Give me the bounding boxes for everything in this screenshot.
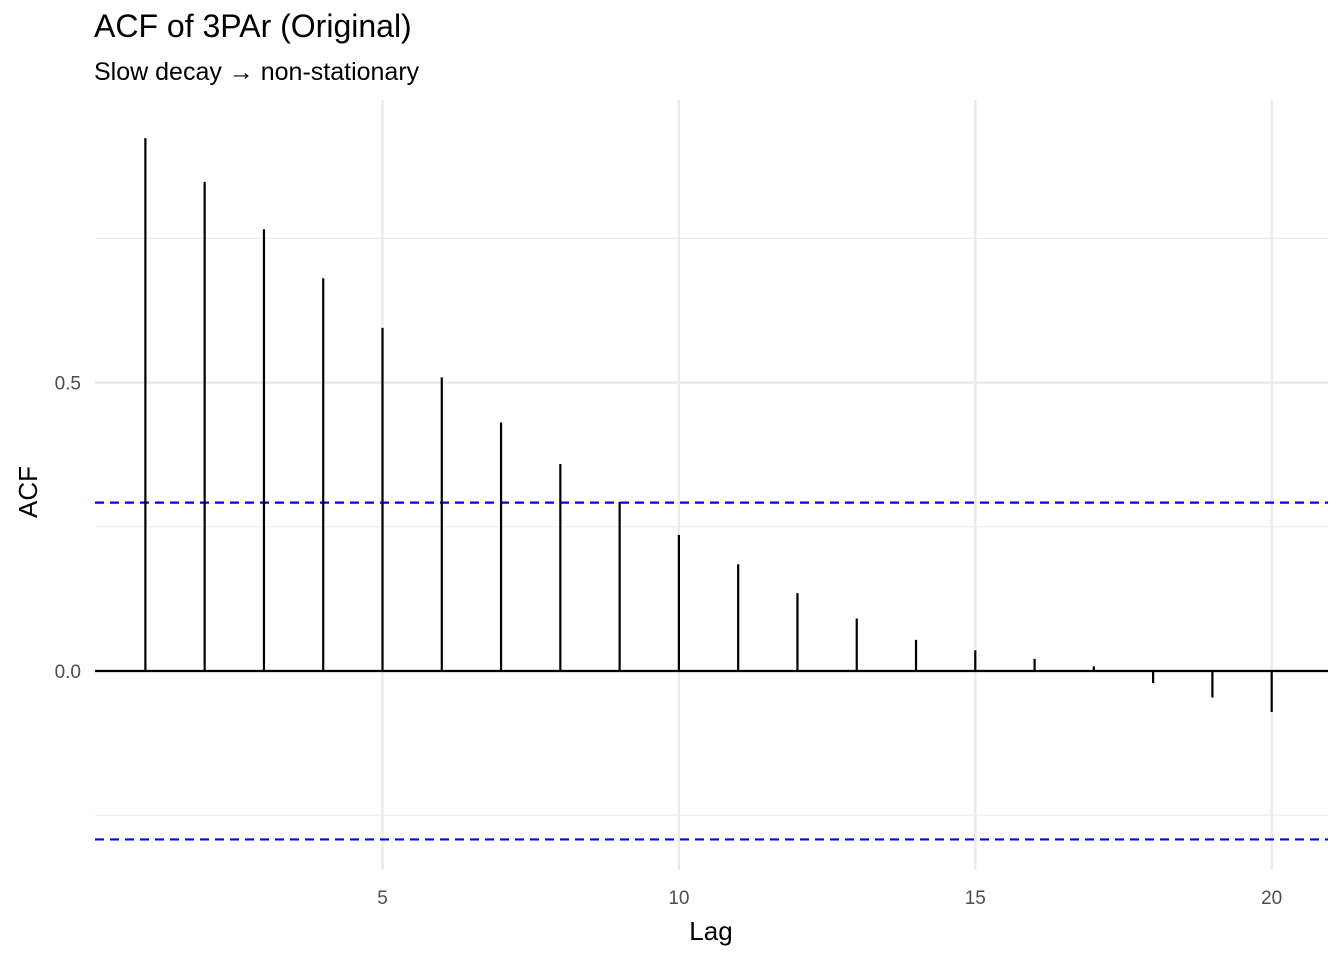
y-axis-title: ACF	[13, 466, 43, 518]
chart-subtitle: Slow decay → non-stationary	[94, 58, 420, 86]
grid-layer	[95, 100, 1328, 870]
confidence-bounds	[95, 501, 1328, 841]
acf-bars	[95, 138, 1328, 712]
x-tick-label: 15	[965, 888, 986, 909]
y-tick-label: 0.0	[55, 662, 81, 683]
x-axis-title: Lag	[689, 916, 732, 946]
y-tick-label: 0.5	[55, 374, 81, 395]
x-tick-label: 10	[668, 888, 689, 909]
x-tick-label: 20	[1261, 888, 1282, 909]
chart-title: ACF of 3PAr (Original)	[94, 8, 412, 44]
axis-labels: Lag ACF 0.0 0.5 5 10 15 20	[13, 374, 1282, 946]
x-tick-label: 5	[377, 888, 388, 909]
